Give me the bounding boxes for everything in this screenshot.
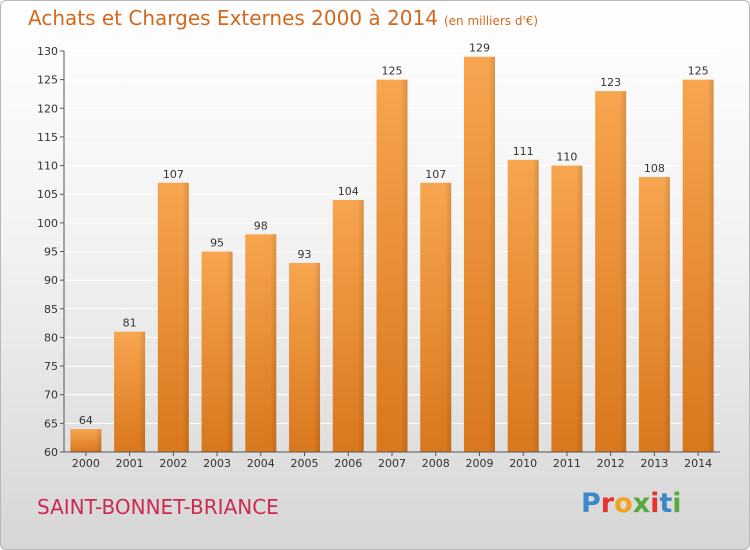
logo-letter: r — [600, 488, 615, 519]
bars — [70, 56, 714, 453]
chart-title: Achats et Charges Externes 2000 à 2014 (e… — [28, 6, 538, 30]
value-label: 107 — [163, 168, 184, 181]
y-tick-label: 80 — [44, 331, 58, 344]
chart-title-text: Achats et Charges Externes 2000 à 2014 — [28, 6, 438, 30]
bar-shade — [595, 91, 627, 452]
value-label: 111 — [513, 145, 534, 158]
bar-shade — [638, 177, 670, 452]
value-label: 98 — [254, 219, 268, 232]
bar-shade — [70, 429, 102, 452]
x-tick-label: 2013 — [640, 457, 668, 470]
value-labels: 64 81 107 95 98 93 104 125 107 129 111 110 123 108 125 — [79, 42, 709, 427]
x-tick-label: 2001 — [116, 457, 144, 470]
x-tick-label: 2000 — [72, 457, 100, 470]
y-tick-label: 95 — [44, 246, 58, 259]
value-label: 110 — [556, 151, 577, 164]
y-tick-label: 115 — [37, 131, 58, 144]
x-tick-label: 2003 — [203, 457, 231, 470]
bar-shade — [114, 331, 146, 452]
y-tick-label: 85 — [44, 303, 58, 316]
x-tick-label: 2004 — [247, 457, 275, 470]
bar-shade — [289, 262, 321, 452]
value-label: 104 — [338, 185, 359, 198]
x-tick-label: 2014 — [684, 457, 712, 470]
value-label: 123 — [600, 76, 621, 89]
value-label: 108 — [644, 162, 665, 175]
logo-letter: o — [614, 488, 633, 519]
bar-shade — [332, 199, 364, 452]
x-tick-label: 2005 — [291, 457, 319, 470]
y-tick-label: 120 — [37, 102, 58, 115]
x-tick-label: 2002 — [159, 457, 187, 470]
bar-shade — [463, 56, 495, 452]
y-tick-label: 70 — [44, 389, 58, 402]
y-tick-label: 110 — [37, 160, 58, 173]
y-tick-label: 90 — [44, 274, 58, 287]
value-label: 95 — [210, 237, 224, 250]
bar-shade — [376, 79, 408, 453]
y-tick-label: 60 — [44, 446, 58, 459]
bar-shade — [507, 159, 539, 453]
proxiti-logo[interactable]: Proxiti — [581, 488, 682, 519]
y-tick-label: 100 — [37, 217, 58, 230]
x-tick-label: 2011 — [553, 457, 581, 470]
value-label: 125 — [688, 65, 709, 78]
value-label: 64 — [79, 414, 93, 427]
x-tick-label: 2007 — [378, 457, 406, 470]
y-tick-label: 125 — [37, 74, 58, 87]
value-label: 129 — [469, 42, 490, 55]
bar-shade — [420, 182, 452, 452]
x-tick-label: 2010 — [509, 457, 537, 470]
logo-letter: x — [632, 488, 651, 519]
y-tick-label: 105 — [37, 188, 58, 201]
logo-letter: t — [659, 488, 673, 519]
logo-letter: P — [581, 488, 601, 519]
x-tick-label: 2008 — [422, 457, 450, 470]
y-tick-label: 75 — [44, 360, 58, 373]
bar-shade — [157, 182, 189, 452]
place-name: SAINT-BONNET-BRIANCE — [37, 495, 279, 519]
value-label: 107 — [425, 168, 446, 181]
bar-shade — [551, 165, 583, 453]
value-label: 93 — [298, 248, 312, 261]
x-tick-label: 2006 — [334, 457, 362, 470]
axes: 60 65 70 75 80 85 90 95 100 105 110 115 120 125 130 200… — [37, 45, 720, 470]
x-tick-label: 2009 — [465, 457, 493, 470]
value-label: 81 — [123, 317, 137, 330]
bar-shade — [245, 234, 277, 452]
logo-letter: i — [650, 488, 660, 519]
value-label: 125 — [382, 65, 403, 78]
bar-shade — [201, 251, 233, 452]
y-tick-label: 65 — [44, 417, 58, 430]
x-tick-label: 2012 — [597, 457, 625, 470]
y-tick-label: 130 — [37, 45, 58, 58]
chart-unit: (en milliers d'€) — [443, 14, 539, 28]
logo-letter: i — [672, 488, 682, 519]
bar-shade — [682, 79, 714, 453]
